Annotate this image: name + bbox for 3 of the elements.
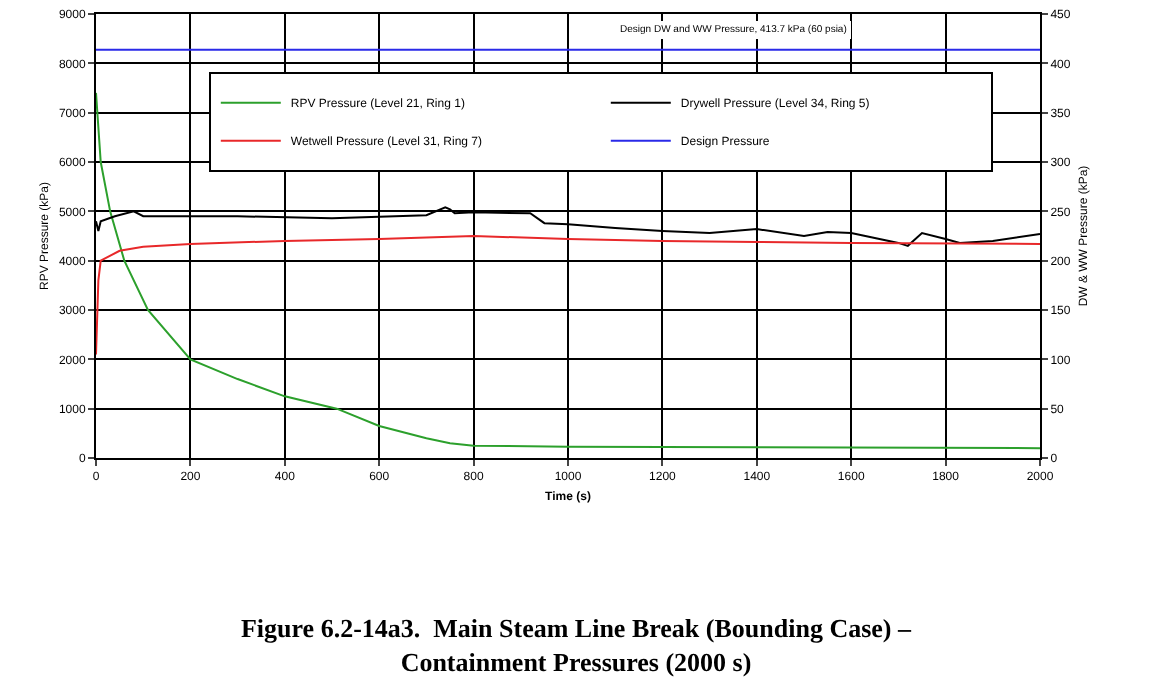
line-series: [96, 91, 1040, 450]
line-series: [96, 235, 1040, 356]
text: Figure 6.2-14a3. Main Steam Line Break (Bounding Case) – Containment Pressures (2000 s): [240, 613, 912, 678]
